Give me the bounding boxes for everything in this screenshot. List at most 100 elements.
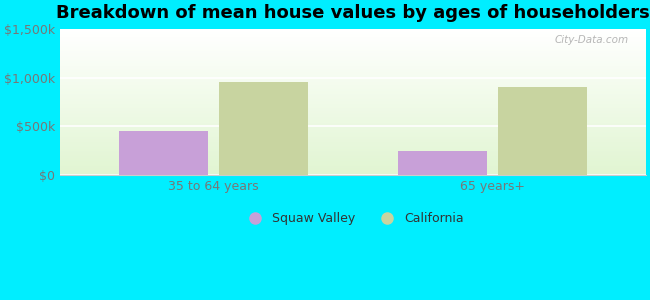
Bar	[60, 30, 646, 31]
Bar	[60, 91, 646, 92]
Bar	[60, 95, 646, 96]
Bar	[60, 166, 646, 167]
Bar	[60, 125, 646, 126]
Bar	[60, 45, 646, 46]
Bar	[60, 59, 646, 60]
Bar	[60, 36, 646, 37]
Bar	[60, 150, 646, 151]
Bar	[60, 57, 646, 58]
Bar	[60, 114, 646, 115]
Bar	[60, 145, 646, 146]
Bar	[60, 174, 646, 175]
Bar	[60, 39, 646, 40]
Bar	[60, 79, 646, 80]
Bar	[60, 44, 646, 45]
Bar	[498, 87, 587, 175]
Bar	[398, 151, 487, 175]
Bar	[60, 41, 646, 42]
Bar	[60, 118, 646, 119]
Bar	[60, 82, 646, 83]
Bar	[60, 85, 646, 86]
Bar	[60, 42, 646, 43]
Bar	[60, 53, 646, 54]
Bar	[60, 66, 646, 67]
Bar	[60, 35, 646, 36]
Bar	[60, 154, 646, 155]
Bar	[60, 127, 646, 128]
Bar	[60, 149, 646, 150]
Bar	[60, 46, 646, 47]
Bar	[60, 126, 646, 127]
Legend: Squaw Valley, California: Squaw Valley, California	[237, 207, 469, 230]
Bar	[60, 152, 646, 153]
Bar	[60, 115, 646, 116]
Bar	[60, 32, 646, 33]
Title: Breakdown of mean house values by ages of householders: Breakdown of mean house values by ages o…	[56, 4, 650, 22]
Bar	[60, 87, 646, 88]
Bar	[60, 156, 646, 157]
Bar	[60, 129, 646, 130]
Bar	[60, 68, 646, 69]
Bar	[60, 94, 646, 95]
Bar	[60, 138, 646, 139]
Bar	[60, 33, 646, 34]
Bar	[60, 77, 646, 78]
Bar	[60, 160, 646, 161]
Bar	[60, 80, 646, 81]
Bar	[60, 97, 646, 98]
Bar	[60, 60, 646, 61]
Bar	[60, 74, 646, 75]
Bar	[60, 61, 646, 62]
Bar	[60, 62, 646, 63]
Bar	[60, 108, 646, 109]
Bar	[60, 165, 646, 166]
Bar	[60, 168, 646, 169]
Bar	[60, 122, 646, 123]
Bar	[60, 164, 646, 165]
Bar	[60, 157, 646, 158]
Bar	[60, 141, 646, 142]
Bar	[60, 72, 646, 73]
Bar	[60, 143, 646, 144]
Bar	[60, 38, 646, 39]
Bar	[60, 131, 646, 132]
Bar	[60, 54, 646, 55]
Bar	[60, 105, 646, 106]
Bar	[60, 64, 646, 65]
Bar	[60, 153, 646, 154]
Bar	[219, 82, 308, 175]
Bar	[60, 146, 646, 147]
Bar	[60, 171, 646, 172]
Bar	[60, 31, 646, 32]
Bar	[60, 144, 646, 145]
Bar	[60, 111, 646, 112]
Bar	[60, 96, 646, 97]
Bar	[60, 136, 646, 137]
Bar	[60, 134, 646, 135]
Bar	[60, 155, 646, 156]
Bar	[60, 132, 646, 133]
Bar	[60, 163, 646, 164]
Bar	[60, 148, 646, 149]
Bar	[60, 121, 646, 122]
Bar	[60, 93, 646, 94]
Bar	[60, 65, 646, 66]
Bar	[60, 104, 646, 105]
Bar	[60, 162, 646, 163]
Bar	[60, 116, 646, 117]
Bar	[60, 102, 646, 103]
Bar	[60, 75, 646, 76]
Bar	[60, 128, 646, 129]
Bar	[60, 52, 646, 53]
Bar	[60, 92, 646, 93]
Bar	[60, 58, 646, 59]
Bar	[60, 85, 646, 86]
Bar	[60, 120, 646, 121]
Bar	[60, 99, 646, 100]
Bar	[60, 98, 646, 99]
Bar	[60, 48, 646, 49]
Bar	[60, 101, 646, 102]
Bar	[60, 161, 646, 162]
Bar	[60, 34, 646, 35]
Bar	[60, 142, 646, 143]
